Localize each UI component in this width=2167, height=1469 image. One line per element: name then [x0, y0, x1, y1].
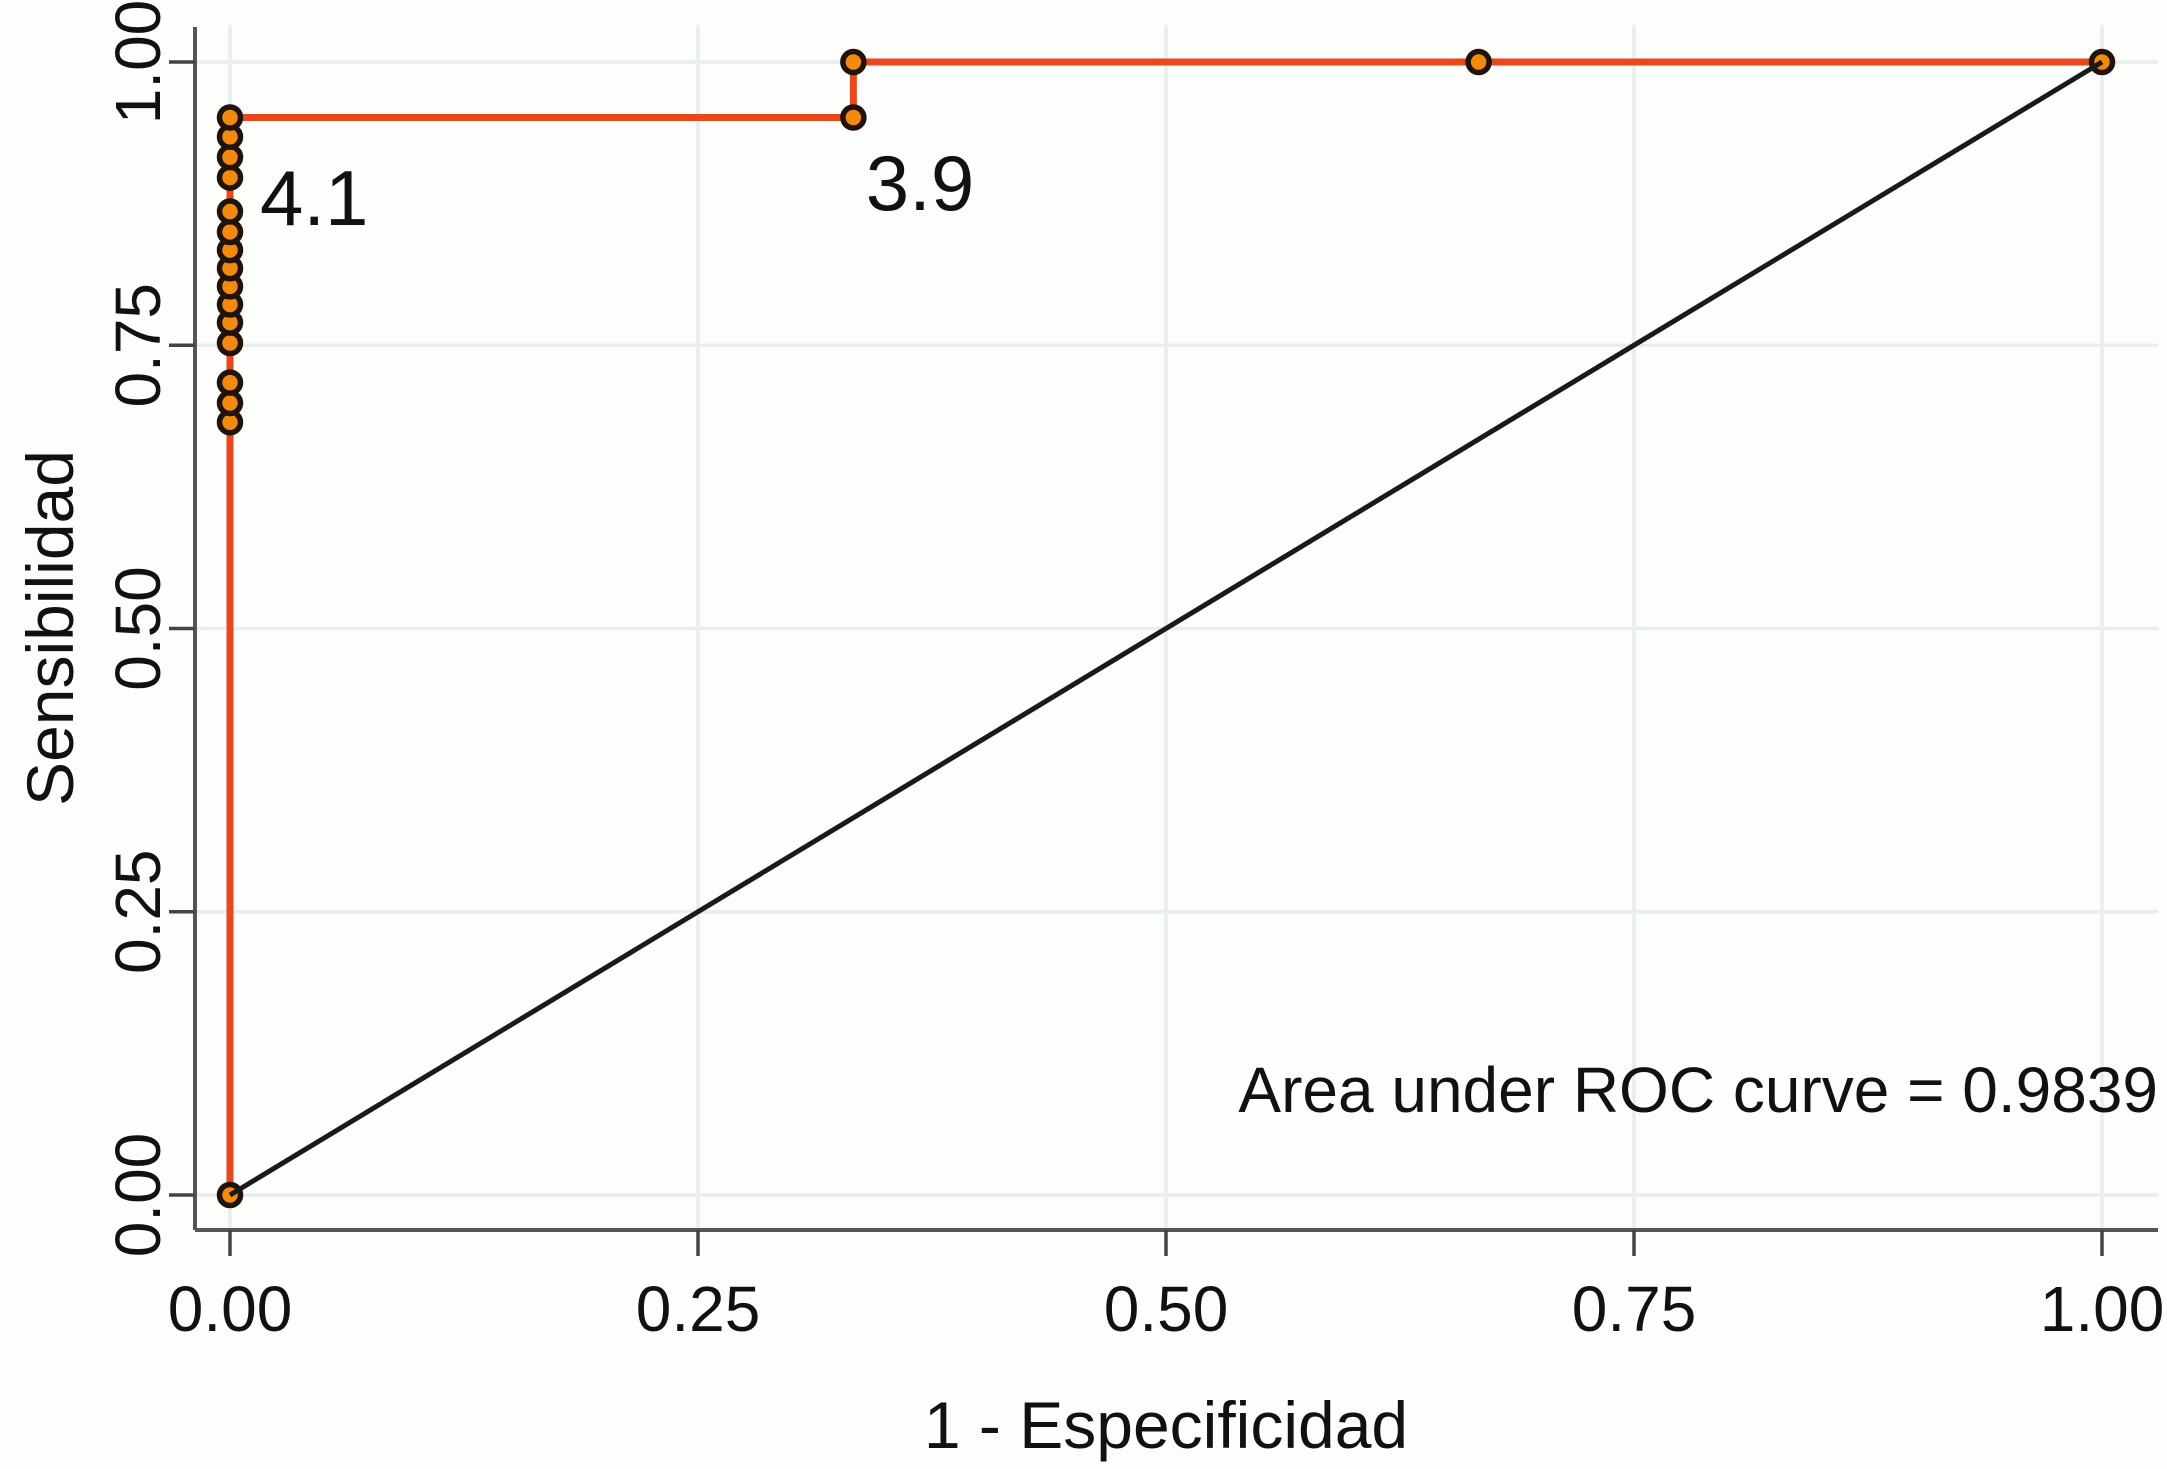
axes: [169, 27, 2158, 1256]
x-tick-label: 0.00: [168, 1273, 293, 1345]
x-tick-label: 0.25: [636, 1273, 761, 1345]
roc-data-marker: [840, 104, 867, 131]
roc-data-marker: [216, 198, 244, 225]
cutpoint-label: 4.1: [260, 154, 368, 242]
roc-data-marker: [216, 104, 244, 131]
tick-labels: 0.00 0.00 0.25 0.25 0.50 0.50 0.75 0.75 1.00 1.00: [102, 0, 2164, 1345]
x-tick-label: 1.00: [2040, 1273, 2165, 1345]
x-tick-label: 0.75: [1572, 1273, 1697, 1345]
auc-value-label: Area under ROC curve = 0.9839: [1238, 1054, 2158, 1126]
reference-diagonal-line: [228, 59, 2104, 1198]
x-axis-title: 1 - Especificidad: [924, 1388, 1408, 1462]
y-tick-label: 0.75: [102, 283, 174, 408]
x-tick-label: 0.50: [1104, 1273, 1229, 1345]
y-tick-label: 0.50: [102, 566, 174, 691]
cutpoint-label: 3.9: [866, 139, 974, 227]
roc-data-marker: [1465, 48, 1492, 76]
y-tick-label: 0.25: [102, 849, 174, 974]
roc-data-marker: [840, 48, 867, 76]
data-series: [216, 48, 2116, 1209]
y-axis-title: Sensibilidad: [13, 450, 87, 806]
y-tick-label: 1.00: [102, 0, 174, 124]
cutpoint-annotations: 4.1 3.9: [260, 139, 974, 242]
y-tick-label: 0.00: [102, 1133, 174, 1258]
roc-data-marker: [216, 369, 244, 396]
